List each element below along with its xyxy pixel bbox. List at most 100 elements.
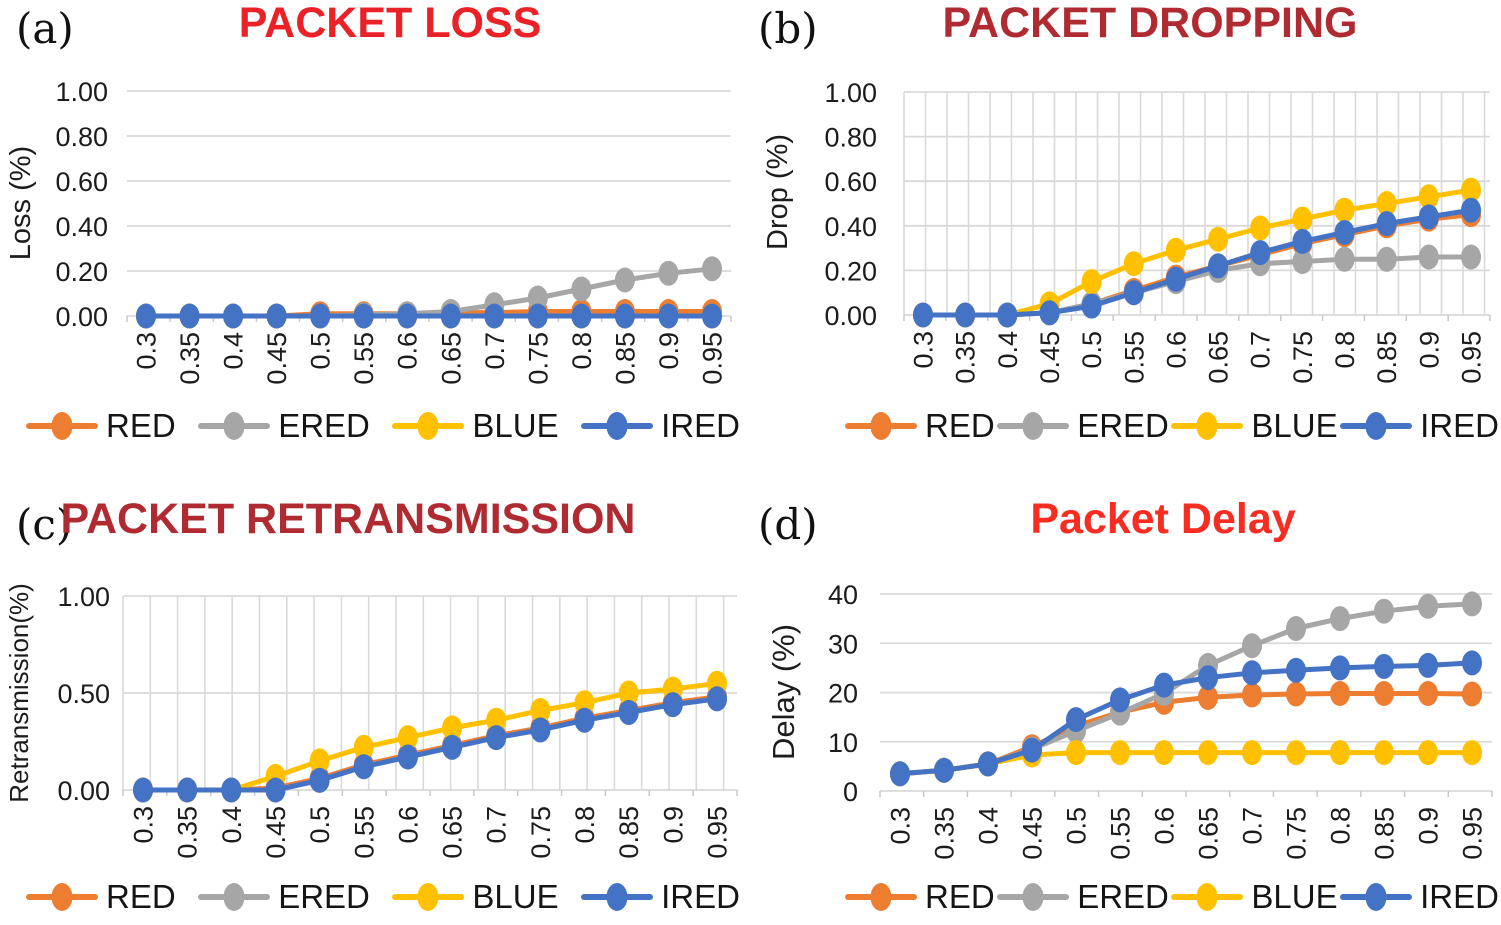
data-point-marker-ired: [1154, 672, 1174, 698]
data-point-marker-ired: [574, 707, 595, 733]
y-tick-label: 0.20: [824, 256, 877, 286]
legend-item-blue: BLUE: [392, 407, 559, 445]
x-tick-label: 0.9: [1414, 331, 1444, 369]
data-point-marker-blue: [486, 707, 507, 733]
legend-item-ered: ERED: [198, 878, 370, 916]
x-tick-label: 0.9: [658, 806, 688, 844]
data-point-marker-blue: [1110, 740, 1130, 766]
x-tick-label: 0.85: [1372, 331, 1402, 384]
data-point-marker-ired: [1123, 280, 1144, 306]
data-point-marker-ered: [1334, 246, 1355, 272]
data-point-marker-ired: [1461, 197, 1481, 223]
x-tick-label: 0.55: [349, 806, 379, 859]
data-point-marker-ired: [702, 303, 722, 329]
data-point-marker-ired: [997, 302, 1018, 328]
legend-marker-ered-icon: [198, 410, 271, 442]
x-tick-label: 0.95: [1457, 331, 1487, 384]
legend-marker-red-icon: [845, 881, 917, 913]
x-tick-label: 0.75: [1288, 331, 1318, 384]
legend-marker-blue-icon: [1171, 881, 1244, 913]
legend: RED ERED BLUE IRED: [26, 406, 740, 446]
data-point-marker-ired: [133, 777, 153, 803]
chart-panel-a: (a) PACKET LOSS 0.00 0.20 0.40 0.60 0.80 1.00 Lo…: [0, 0, 750, 462]
y-tick-label: 0: [843, 777, 858, 807]
data-point-marker-ered: [614, 267, 635, 293]
data-point-marker-ired: [310, 303, 331, 329]
x-tick-label: 0.6: [1161, 331, 1191, 369]
data-point-marker-blue: [618, 680, 639, 706]
x-tick-label: 0.4: [974, 807, 1004, 845]
x-tick-label: 0.8: [1330, 331, 1360, 369]
y-tick-label: 1.00: [55, 77, 108, 107]
data-point-marker-ired: [1374, 653, 1394, 679]
chart-title: PACKET RETRANSMISSION: [60, 495, 636, 543]
y-tick-label: 30: [828, 629, 858, 659]
data-point-marker-ired: [1242, 660, 1262, 686]
data-point-marker-blue: [1330, 740, 1350, 766]
x-tick-label: 0.8: [1326, 807, 1356, 845]
data-point-marker-blue: [1418, 740, 1438, 766]
x-tick-label: 0.4: [217, 806, 247, 844]
legend-marker-blue-icon: [1171, 410, 1244, 442]
legend-item-blue: BLUE: [1171, 878, 1338, 916]
data-point-marker-ired: [1462, 650, 1482, 676]
legend-marker-ired-icon: [581, 410, 654, 442]
legend-item-red: RED: [26, 407, 176, 445]
legend-item-ired: IRED: [581, 407, 740, 445]
data-point-marker-blue: [353, 734, 374, 760]
data-point-marker-ired: [530, 717, 551, 743]
y-tick-label: 0.00: [57, 776, 110, 806]
data-point-marker-ired: [934, 757, 954, 783]
x-tick-label: 0.6: [1150, 807, 1180, 845]
x-tick-label: 0.3: [886, 807, 916, 845]
data-point-marker-ered: [658, 260, 679, 286]
data-point-marker-ired: [571, 303, 592, 329]
x-tick-label: 0.3: [909, 331, 939, 369]
x-tick-label: 0.45: [1035, 331, 1065, 384]
legend-marker-ered-icon: [198, 881, 271, 913]
x-tick-label: 0.6: [393, 806, 423, 844]
data-point-marker-blue: [1123, 251, 1144, 277]
data-point-marker-red: [1330, 681, 1350, 706]
data-point-marker-blue: [1154, 740, 1174, 766]
x-tick-label: 0.8: [570, 806, 600, 844]
legend-dot: [1022, 883, 1044, 911]
legend: RED ERED BLUE IRED: [845, 877, 1499, 917]
x-tick-label: 0.7: [1238, 807, 1268, 845]
data-point-marker-red: [1198, 684, 1218, 710]
x-tick-label: 0.5: [1062, 807, 1092, 845]
legend-item-ered: ERED: [198, 407, 370, 445]
data-point-marker-ered: [1292, 249, 1313, 274]
data-point-marker-ired: [1250, 240, 1271, 266]
legend-dot: [1196, 883, 1218, 911]
y-tick-label: 0.00: [824, 301, 877, 331]
x-tick-label: 0.9: [1414, 807, 1444, 845]
data-point-marker-ired: [1081, 293, 1102, 319]
data-point-marker-ired: [266, 303, 287, 329]
chart-plot-area: 0.00 0.20 0.40 0.60 0.80 1.00 Drop (%) 0.3 0.35 0…: [762, 78, 1491, 384]
data-point-marker-ired: [440, 303, 461, 329]
legend-label: BLUE: [1251, 407, 1338, 444]
data-point-marker-ered: [1242, 633, 1262, 659]
legend-label: BLUE: [1251, 878, 1338, 915]
data-point-marker-ired: [707, 686, 727, 712]
data-point-marker-blue: [1198, 740, 1218, 766]
legend-item-red: RED: [845, 407, 995, 445]
x-tick-label: 0.5: [306, 332, 336, 370]
data-point-marker-ired: [442, 734, 463, 760]
legend-dot: [223, 412, 245, 440]
legend-item-ered: ERED: [997, 878, 1169, 916]
data-point-marker-blue: [1250, 215, 1271, 241]
legend-dot: [1365, 883, 1387, 911]
y-tick-label: 0.50: [57, 679, 110, 709]
data-point-marker-blue: [1462, 740, 1482, 766]
x-tick-label: 0.3: [132, 332, 162, 370]
x-tick-label: 0.35: [175, 332, 205, 385]
data-point-marker-red: [1242, 682, 1262, 708]
x-tick-label: 0.95: [703, 806, 733, 859]
data-point-marker-ired: [955, 302, 976, 328]
legend-item-ired: IRED: [581, 878, 740, 916]
y-tick-label: 0.40: [55, 212, 108, 242]
legend-label: IRED: [1420, 878, 1499, 915]
data-point-marker-ired: [353, 754, 374, 780]
